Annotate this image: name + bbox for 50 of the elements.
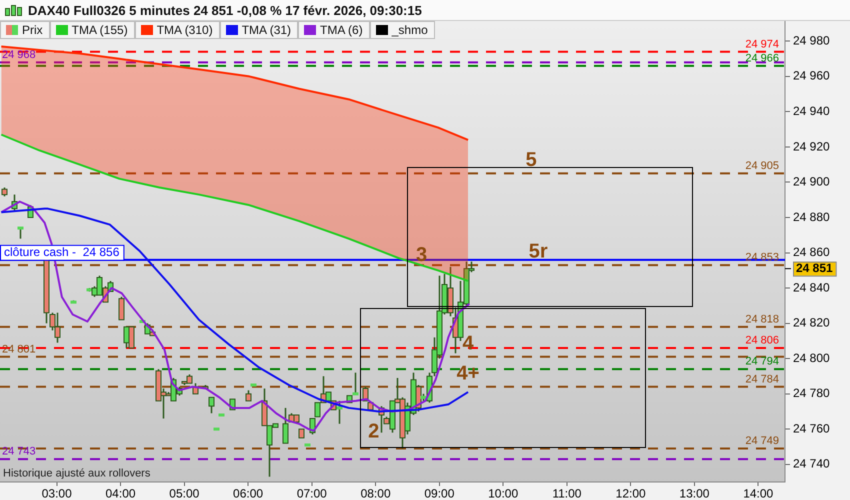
y-tick-label: 24 840: [793, 280, 830, 294]
ref-line-label: 24 968: [2, 48, 36, 61]
candlestick: [18, 226, 24, 240]
x-tick-label: 11:00: [552, 486, 582, 500]
x-tick-label: 07:00: [296, 486, 328, 500]
x-tick-label: 06:00: [233, 486, 264, 500]
y-tick-label: 24 980: [793, 33, 830, 48]
y-tick-label: 24 940: [793, 104, 830, 118]
legend-label: TMA (6): [298, 21, 370, 39]
y-tick-label: 24 900: [793, 174, 830, 189]
legend-label: _shmo: [370, 21, 435, 39]
annotation: 4: [462, 332, 475, 354]
text: 24 851: [796, 260, 834, 275]
annotation: 4+: [456, 362, 480, 384]
ref-line-label: 24 818: [745, 313, 779, 326]
x-tick-label: 14:00: [743, 486, 774, 500]
x-tick-label: 05:00: [169, 486, 200, 500]
x-tick-label: 13:00: [679, 486, 710, 500]
annotation: 2: [368, 420, 380, 442]
x-tick-label: 10:00: [488, 486, 518, 500]
x-tick-label: 03:00: [42, 486, 72, 500]
ref-line-label: 24 749: [745, 435, 779, 448]
ref-line-label: 24 806: [745, 334, 779, 347]
legend-label: TMA (155): [50, 21, 135, 39]
ref-line-label: 24 794: [745, 356, 779, 368]
legend-label: TMA (31): [220, 21, 298, 39]
x-tick-label: 09:00: [424, 486, 455, 500]
y-tick-label: 24 880: [793, 210, 830, 224]
chart-title: DAX40 Full0326 5 minutes 24 851 -0,08 % 17 févr. 2026, 09:30:15: [28, 2, 422, 18]
y-tick-label: 24 780: [793, 386, 830, 400]
ref-line-label: 24 905: [745, 160, 779, 172]
ref-line-label: 24 974: [745, 38, 779, 50]
y-tick-label: 24 860: [793, 245, 830, 260]
y-tick-label: 24 760: [793, 421, 830, 436]
x-tick-label: 12:00: [616, 486, 646, 500]
ref-line-label: clôture cash - 24 856: [4, 245, 120, 260]
y-tick-label: 24 960: [793, 68, 830, 83]
ref-line-label: 24 784: [745, 373, 779, 386]
y-tick-label: 24 800: [793, 350, 830, 365]
annotation: 5: [526, 148, 537, 171]
y-tick-label: 24 820: [793, 316, 830, 330]
y-tick-label: 24 920: [793, 139, 830, 154]
ref-line-label: 24 966: [745, 52, 779, 64]
annotation: Historique ajusté aux rollovers: [3, 468, 151, 480]
x-tick-label: 04:00: [106, 486, 136, 500]
x-tick-label: 08:00: [360, 486, 391, 500]
annotation: 5r: [528, 240, 548, 263]
legend-label: Prix: [0, 21, 50, 39]
y-tick-label: 24 740: [793, 456, 830, 471]
legend-label: TMA (310): [134, 21, 220, 39]
